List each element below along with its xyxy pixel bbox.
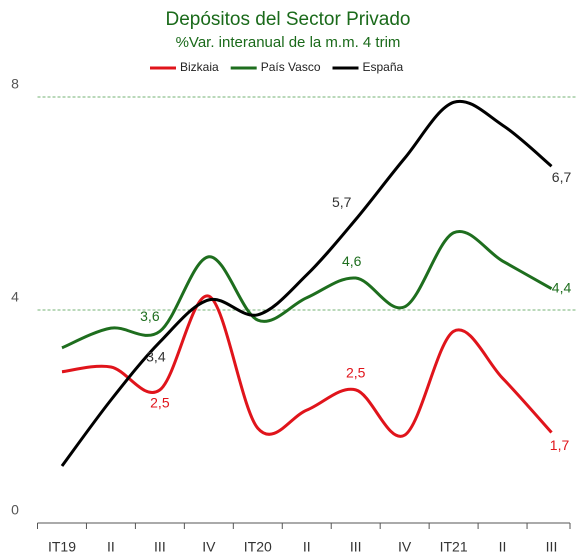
value-label: 4,4 [552, 279, 572, 295]
x-tick-label: II [107, 539, 115, 555]
x-tick-label: IT20 [244, 539, 272, 555]
series-line [61, 229, 553, 350]
value-label: 2,5 [346, 365, 366, 381]
value-label: 6,7 [552, 169, 572, 185]
y-tick-label: 0 [11, 502, 19, 518]
chart-title: Depósitos del Sector Privado [165, 9, 410, 30]
value-label: 1,7 [550, 437, 570, 453]
value-label: 3,4 [146, 349, 166, 365]
x-tick-label: III [546, 539, 558, 555]
value-label: 3,6 [140, 308, 160, 324]
legend-label: España [363, 60, 404, 74]
x-tick-label: III [154, 539, 166, 555]
x-tick-label: IT19 [48, 539, 76, 555]
x-tick-label: II [303, 539, 311, 555]
chart-subtitle: %Var. interanual de la m.m. 4 trim [176, 34, 401, 51]
x-tick-label: II [499, 539, 507, 555]
legend-label: País Vasco [261, 60, 321, 74]
value-label: 5,7 [332, 194, 352, 210]
x-tick-label: IV [398, 539, 412, 555]
x-tick-label: III [350, 539, 362, 555]
x-tick-label: IV [202, 539, 216, 555]
value-label: 4,6 [342, 253, 362, 269]
value-label: 2,5 [150, 395, 170, 411]
x-tick-label: IT21 [440, 539, 468, 555]
y-tick-label: 8 [11, 76, 19, 92]
series-line [60, 99, 553, 467]
legend-label: Bizkaia [180, 60, 219, 74]
y-tick-label: 4 [11, 289, 19, 305]
series-line [61, 294, 553, 438]
